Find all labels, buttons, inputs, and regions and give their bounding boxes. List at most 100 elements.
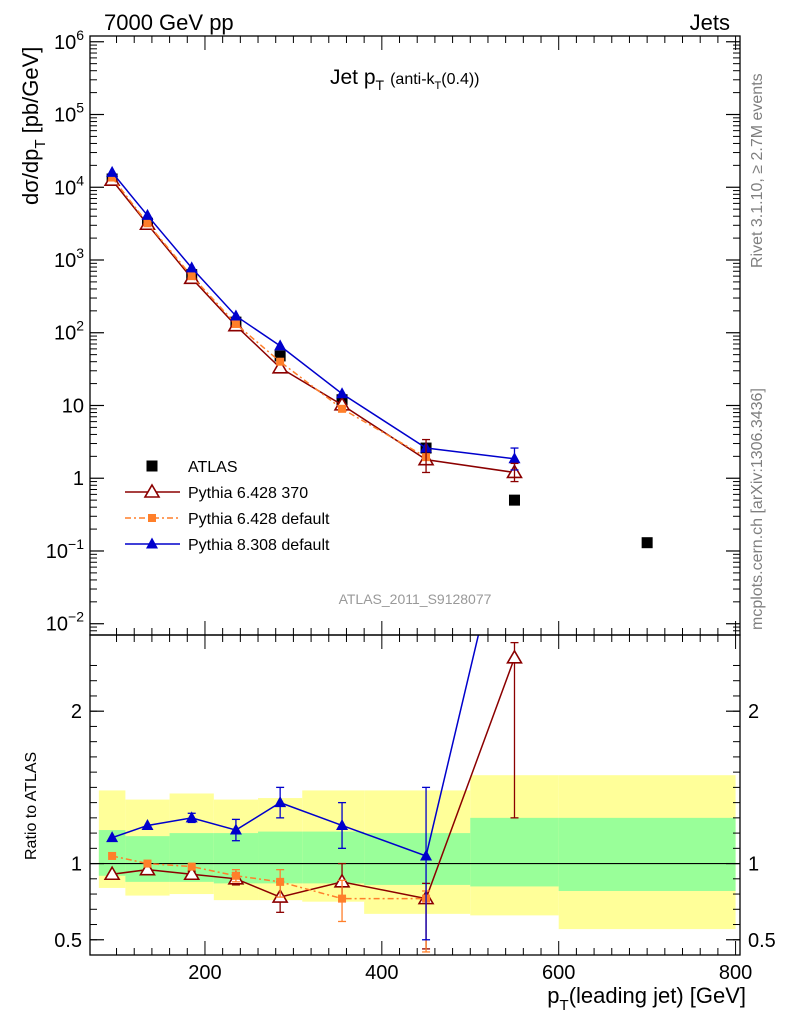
ratio-frame [89,634,741,956]
ratio-point-2-6 [420,849,433,861]
main-line-2 [111,177,427,458]
inner-band-5 [302,831,365,884]
inner-band-6 [364,833,471,885]
main-point-0-4 [274,350,286,362]
legend: ATLAS Pythia 6.428 370 Pythia 6.428 defaul… [125,459,330,554]
ratio-ytick-label-l-2: 2 [71,701,82,723]
main-title-main: Jet p [330,66,376,89]
main-line-3 [111,171,515,460]
main-ytick-base-1: 10 [54,105,76,127]
ratio-series-group [103,635,523,953]
main-title-paren: (anti-k [390,71,435,88]
rivet-label: Rivet 3.1.10, ≥ 2.7M events [749,73,766,268]
ratio-line-0 [112,657,516,900]
ratio-panel: 200 400 600 800 0.5 0.5 1 1 2 2 [54,634,776,984]
legend-marker-3 [146,537,158,549]
main-point-3-3 [229,309,242,321]
main-ytick-base-8: 10 [46,614,68,636]
main-ylabel-main: dσ/dp [18,149,43,205]
ratio-series-2 [106,635,480,941]
main-ylabel-units: [pb/GeV] [18,47,43,134]
main-ytick-label-8: 10−2 [46,609,84,636]
ratio-point-2-5 [336,818,349,830]
main-point-0-8 [641,537,653,549]
main-ytick-exp-1: 5 [76,100,84,116]
main-point-3-4 [274,339,287,351]
header-left: 7000 GeV pp [104,10,234,35]
legend-label-1: Pythia 6.428 370 [188,485,308,502]
main-ytick-label-5: 10 [62,395,84,417]
main-point-2-5 [338,404,347,413]
ratio-point-1-4 [276,877,285,886]
main-ytick-label-4: 102 [54,318,84,345]
legend-entry-2: Pythia 6.428 default [125,511,330,528]
main-ytick-base-2: 10 [54,177,76,199]
legend-label-2: Pythia 6.428 default [188,511,330,528]
legend-entry-3: Pythia 8.308 default [125,537,330,554]
ratio-xtick-label-3: 800 [719,962,752,984]
ratio-point-0-7 [506,649,523,664]
header-right: Jets [690,10,730,35]
ratio-ytick-label-l-0: 0.5 [54,930,82,952]
legend-entry-1: Pythia 6.428 370 [125,483,308,502]
main-ytick-exp-8: −2 [68,609,84,625]
main-ytick-label-7: 10−1 [46,536,84,563]
ratio-ytick-label-r-0: 0.5 [748,930,776,952]
legend-label-0: ATLAS [188,459,238,476]
main-point-2-1 [143,219,152,228]
main-point-0-7 [508,494,520,506]
main-ytick-exp-3: 3 [76,245,84,261]
inner-band-8 [558,817,736,891]
main-ylabel: dσ/dpT [pb/GeV] [18,47,49,205]
side-labels: Rivet 3.1.10, ≥ 2.7M events mcplots.cern… [749,73,766,630]
main-point-3-5 [336,387,349,399]
inner-band-7 [470,817,559,887]
main-ytick-exp-0: 6 [76,27,84,43]
ratio-point-1-3 [231,871,240,880]
main-ytick-base-7: 10 [46,541,68,563]
main-ytick-label-1: 105 [54,100,84,127]
ratio-point-1-0 [108,851,117,860]
main-point-3-1 [141,208,154,220]
ratio-point-1-2 [187,862,196,871]
ratio-ytick-label-r-1: 1 [748,854,759,876]
main-point-3-2 [185,261,198,273]
main-ytick-base-4: 10 [54,323,76,345]
main-ytick-label-0: 106 [54,27,84,54]
main-point-1-4 [271,359,289,374]
ratio-point-0-2 [183,865,201,881]
mcplots-label: mcplots.cern.ch [arXiv:1306.3436] [749,388,766,630]
legend-entry-0: ATLAS [146,459,238,476]
legend-label-3: Pythia 8.308 default [188,537,330,554]
main-series-group [103,165,653,549]
main-ylabel-sub: T [32,139,49,148]
main-point-2-3 [231,319,240,328]
ratio-xtick-label-0: 200 [188,962,221,984]
ratio-point-0-1 [139,861,156,876]
ratio-xtick-label-2: 600 [542,962,575,984]
ratio-point-0-0 [103,865,121,881]
main-point-3-0 [106,165,119,177]
main-title-paren-sub: T [435,80,442,92]
main-point-2-4 [276,357,285,366]
ratio-line-2 [111,635,480,857]
main-ytick-base-0: 10 [54,32,76,54]
main-ytick-base-3: 10 [54,250,76,272]
main-ytick-exp-7: −1 [68,536,84,552]
ratio-point-2-1 [141,818,154,830]
uncertainty-bands [98,775,736,930]
main-ytick-exp-2: 4 [76,172,84,188]
main-ytick-exp-4: 2 [76,318,84,334]
xlabel-main: p [547,983,559,1008]
ratio-ytick-label-l-1: 1 [71,854,82,876]
xlabel-sub: T [560,997,569,1014]
main-ytick-label-2: 104 [54,172,84,199]
xlabel-rest: (leading jet) [GeV] [569,983,746,1008]
analysis-tag: ATLAS_2011_S9128077 [339,591,492,607]
ratio-point-1-5 [338,894,347,903]
main-series-2 [108,173,431,462]
main-title: Jet pT (anti-kT(0.4)) [330,66,480,93]
main-line-1 [111,179,515,474]
